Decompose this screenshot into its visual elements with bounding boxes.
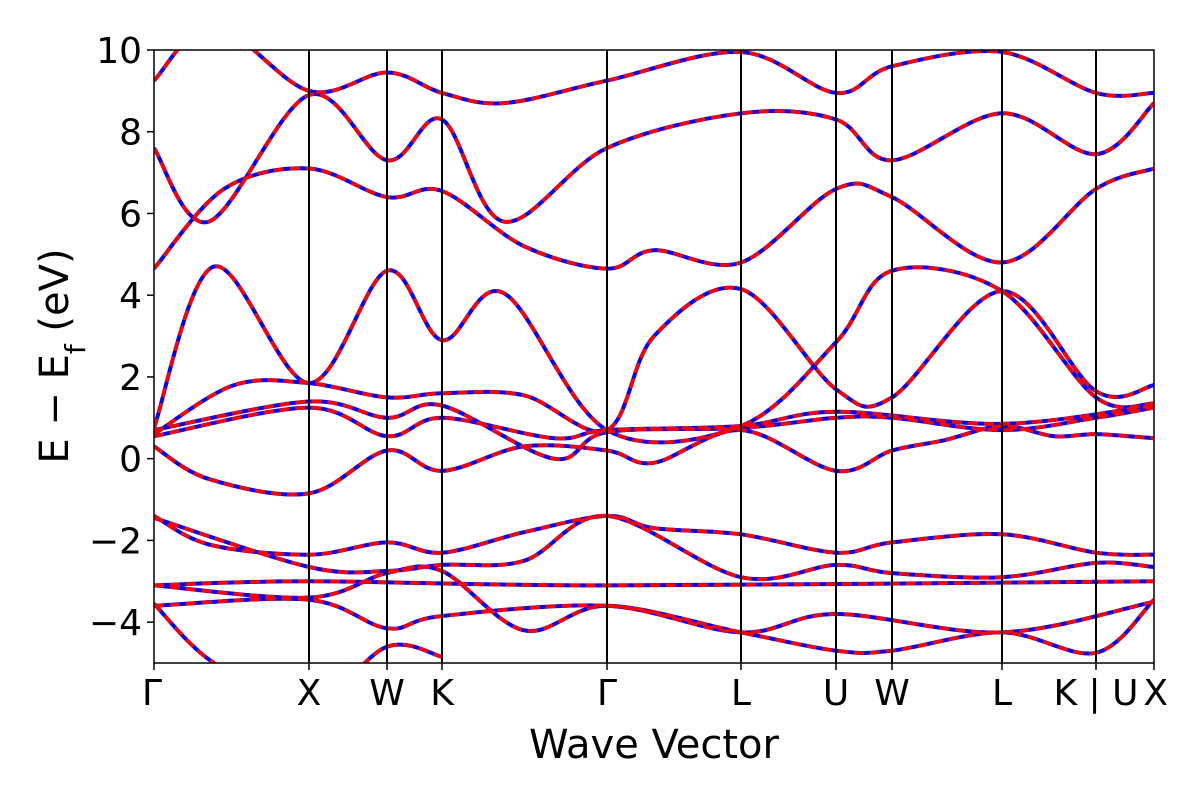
x-tick-label-4: Γ [597, 673, 617, 714]
y-tick-label-1: −2 [89, 521, 142, 562]
band-line-dashed-12 [154, 564, 1154, 656]
x-tick-label-5: L [731, 673, 751, 714]
y-axis-label: E − Ef (eV) [32, 248, 92, 463]
y-tick-label-2: 0 [119, 440, 142, 481]
band-line-dashed-13 [154, 602, 443, 663]
y-tick-label-6: 8 [119, 113, 142, 154]
x-tick-label-10: X [1143, 673, 1168, 714]
x-tick-label-3: K [430, 673, 455, 714]
y-tick-label-3: 2 [119, 358, 142, 399]
x-tick-label-9: K | U [1054, 673, 1139, 714]
plot-frame [153, 49, 1155, 664]
band-line-dashed-3 [154, 399, 1154, 461]
band-line-dashed-4 [154, 403, 1154, 441]
band-line-dashed-2 [154, 264, 1154, 445]
y-tick-label-4: 4 [119, 276, 142, 317]
high-symmetry-lines [308, 50, 1097, 663]
band-line-dashed-5 [154, 166, 1154, 271]
y-tick-label-0: −4 [89, 603, 142, 644]
y-tick-label-5: 6 [119, 194, 142, 235]
x-tick-label-6: U [823, 673, 849, 714]
x-tick-label-1: X [297, 673, 322, 714]
y-axis-ticks: −4 −2 0 2 4 6 8 10 [89, 31, 154, 644]
x-tick-label-8: L [992, 673, 1012, 714]
x-tick-label-7: W [874, 673, 910, 714]
y-tick-label-7: 10 [96, 31, 142, 72]
band-line-dashed-10 [154, 579, 1154, 588]
band-line-dashed-8 [154, 514, 1154, 557]
plot-background [154, 50, 1154, 663]
x-tick-label-2: W [369, 673, 405, 714]
x-tick-label-0: Γ [142, 673, 162, 714]
x-axis-label: Wave Vector [529, 722, 780, 768]
band-line-dashed-0 [154, 424, 1154, 497]
band-line-dashed-7 [154, 50, 1154, 106]
energy-bands [154, 50, 1154, 663]
band-line-dashed-6 [154, 92, 1154, 224]
